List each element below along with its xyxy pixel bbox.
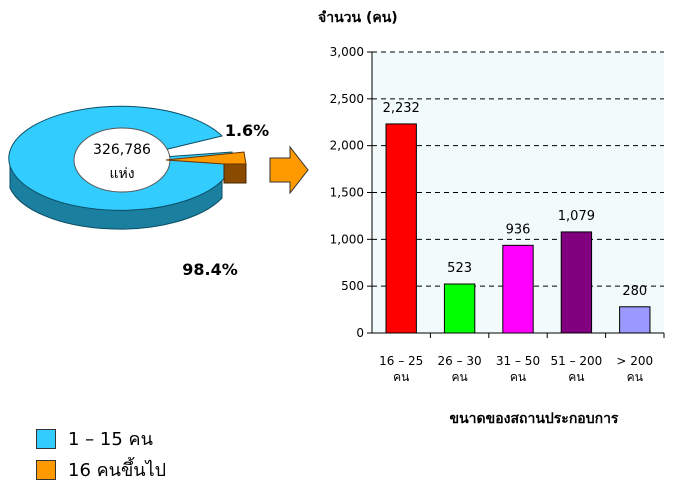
bar: [560, 231, 593, 334]
x-tick-label: 51 – 200: [550, 354, 602, 368]
bar: [502, 244, 534, 334]
pie-slice-small-exploded: [165, 151, 247, 184]
legend-label: 1 – 15 คน: [68, 429, 153, 450]
x-axis-labels: 16 – 25 คน 26 – 30 คน 31 – 50 คน 51 – 200 คน > 2…: [379, 333, 665, 384]
legend-label: 16 คนขึ้นไป: [68, 460, 167, 481]
y-tick-label: 2,500: [330, 92, 364, 106]
x-tick-label: คน: [510, 370, 526, 384]
pie-chart: 326,786 แห่ง 1.6% 98.4%: [8, 105, 269, 279]
bar-value-label: 523: [447, 261, 472, 276]
bar: [385, 123, 417, 334]
arrow-icon: [269, 145, 309, 195]
value-labels: 2,232 523 936 1,079 280: [383, 101, 648, 299]
pie-slice-small: [165, 151, 247, 165]
bar: [443, 283, 476, 334]
x-tick-label: 31 – 50: [496, 354, 540, 368]
bars: [385, 123, 651, 334]
y-tick-label: 500: [341, 279, 364, 293]
y-tick-label: 2,000: [330, 139, 364, 153]
y-axis-title: จำนวน (คน): [318, 10, 398, 26]
bar-value-label: 280: [622, 284, 647, 299]
pie-label-small-pct: 1.6%: [225, 121, 269, 140]
bar-value-label: 2,232: [383, 101, 420, 116]
pie-center-value: 326,786: [93, 142, 151, 158]
bar-value-label: 936: [506, 222, 531, 237]
bar-chart: จำนวน (คน) 0 500 1,000 1,500 2,000 2,500 3,000…: [318, 10, 665, 427]
pie-center-hole: [73, 127, 171, 193]
x-tick-label: คน: [451, 370, 467, 384]
x-axis-title: ขนาดของสถานประกอบการ: [450, 411, 619, 427]
x-tick-label: คน: [393, 370, 409, 384]
x-tick-label: 26 – 30: [438, 354, 482, 368]
pie-slice-small-side: [223, 163, 247, 184]
y-tick-label: 3,000: [330, 45, 364, 59]
pie-3d-body: [8, 105, 234, 230]
x-tick-label: > 200: [616, 354, 653, 368]
legend-swatch-orange: [36, 459, 56, 480]
legend-swatch-blue: [36, 428, 56, 449]
y-tick-label: 1,000: [330, 232, 364, 246]
y-tick-label: 1,500: [330, 186, 364, 200]
y-tick-label: 0: [356, 326, 364, 340]
legend-item-small-establishments: 1 – 15 คน: [36, 424, 153, 453]
x-tick-label: 16 – 25: [379, 354, 423, 368]
x-tick-label: คน: [627, 370, 643, 384]
legend-item-large-establishments: 16 คนขึ้นไป: [36, 455, 166, 484]
pie-center-unit: แห่ง: [109, 166, 134, 182]
pie-label-large-pct: 98.4%: [182, 260, 238, 279]
y-axis-ticks: 0 500 1,000 1,500 2,000 2,500 3,000: [330, 45, 372, 340]
x-tick-label: คน: [568, 370, 584, 384]
bar: [619, 306, 651, 334]
grid-lines: [372, 51, 664, 287]
bar-value-label: 1,079: [558, 209, 595, 224]
